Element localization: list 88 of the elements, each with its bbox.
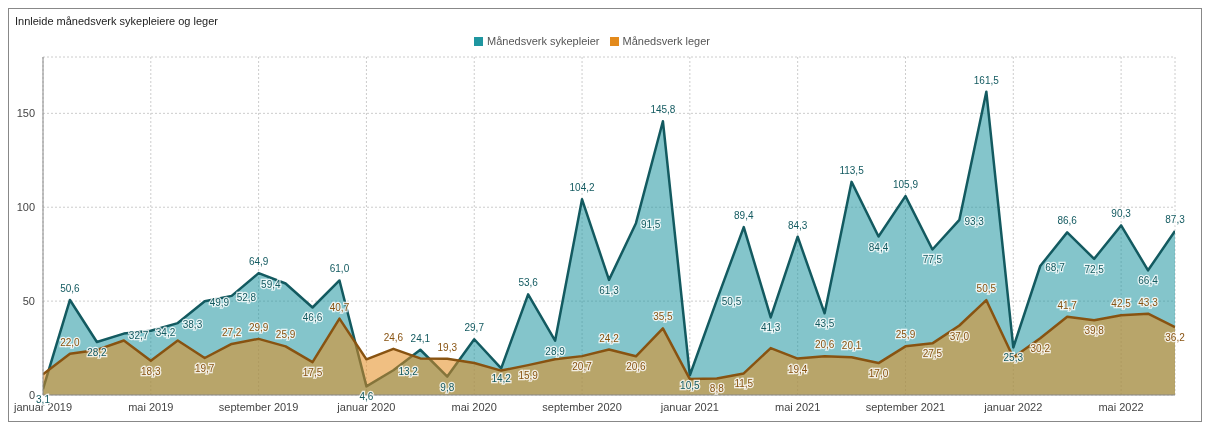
data-label: 52,8: [236, 291, 257, 303]
data-label: 28,9: [545, 345, 566, 357]
data-label: 20,6: [814, 339, 835, 351]
data-label: 64,9: [248, 256, 269, 268]
data-label: 43,3: [1138, 296, 1159, 308]
data-label: 161,5: [973, 74, 1000, 86]
data-label: 77,5: [922, 254, 943, 266]
data-label: 24,1: [410, 332, 431, 344]
data-label: 20,1: [841, 340, 862, 352]
data-label: 19,7: [194, 363, 215, 375]
data-label: 28,2: [87, 347, 108, 359]
x-tick-label: mai 2020: [451, 400, 497, 413]
data-label: 89,4: [734, 210, 754, 222]
data-label: 8,8: [709, 383, 725, 395]
y-tick-label: 0: [28, 388, 35, 401]
legend-label: Månedsverk leger: [621, 35, 710, 47]
data-label: 27,5: [922, 348, 943, 360]
data-label: 18,3: [141, 365, 161, 377]
data-label: 145,8: [650, 104, 676, 116]
data-label: 29,9: [248, 321, 269, 333]
data-label: 13,2: [398, 366, 419, 378]
x-tick-label: september 2021: [865, 400, 946, 413]
data-label: 46,6: [302, 312, 323, 324]
x-tick-label: januar 2022: [983, 400, 1043, 413]
data-label: 29,7: [464, 322, 485, 334]
x-tick-label: januar 2020: [336, 400, 396, 413]
data-label: 20,7: [572, 361, 593, 373]
data-label: 38,3: [182, 319, 203, 331]
data-label: 68,7: [1045, 262, 1066, 273]
data-label: 86,6: [1057, 215, 1078, 227]
legend-label: Månedsverk sykepleier: [486, 35, 600, 47]
data-label: 61,0: [329, 263, 350, 275]
data-label: 17,5: [302, 367, 323, 379]
data-label: 42,5: [1111, 298, 1132, 310]
data-label: 41,7: [1057, 299, 1078, 311]
data-label: 53,6: [518, 277, 539, 289]
data-label: 93,3: [964, 215, 985, 227]
chart-title: Innleide månedsverk sykepleiere og leger: [14, 14, 219, 29]
data-label: 39,8: [1084, 325, 1105, 337]
data-label: 11,5: [734, 378, 754, 390]
data-label: 25,9: [275, 329, 296, 341]
data-label: 24,2: [599, 332, 620, 344]
data-label: 41,3: [760, 322, 781, 334]
data-label: 104,2: [569, 182, 595, 194]
data-label: 17,0: [868, 368, 889, 380]
data-label: 49,9: [209, 297, 230, 309]
data-label: 35,5: [653, 311, 674, 323]
data-label: 91,5: [640, 219, 661, 231]
data-label: 20,6: [626, 361, 647, 373]
data-label: 25,9: [895, 329, 916, 341]
x-tick-label: mai 2019: [128, 400, 174, 413]
data-label: 50,5: [976, 283, 997, 295]
data-label: 15,9: [518, 370, 539, 382]
x-tick-label: mai 2021: [775, 400, 821, 413]
data-label: 30,2: [1030, 343, 1051, 355]
data-label: 61,3: [599, 284, 620, 296]
x-tick-label: september 2020: [542, 400, 622, 413]
data-label: 105,9: [892, 179, 919, 191]
x-tick-label: januar 2021: [659, 400, 719, 413]
data-label: 10,5: [680, 380, 701, 392]
data-label: 27,2: [221, 326, 242, 338]
data-label: 90,3: [1111, 208, 1132, 220]
data-label: 87,3: [1165, 214, 1186, 226]
data-label: 113,5: [839, 164, 865, 176]
data-label: 50,6: [60, 282, 81, 294]
data-label: 34,2: [155, 326, 176, 338]
y-tick-label: 50: [22, 295, 35, 308]
data-label: 84,4: [868, 241, 889, 253]
data-label: 37,0: [949, 330, 970, 342]
data-label: 66,4: [1138, 275, 1159, 287]
data-label: 24,6: [383, 331, 404, 343]
data-label: 72,5: [1084, 263, 1105, 275]
data-label: 50,5: [721, 296, 742, 308]
y-tick-label: 100: [16, 201, 35, 214]
x-tick-label: mai 2022: [1098, 400, 1144, 413]
x-tick-label: september 2019: [218, 400, 299, 413]
data-label: 9,8: [440, 381, 455, 393]
y-tick-label: 150: [16, 107, 35, 120]
data-label: 14,2: [491, 373, 512, 385]
data-label: 22,0: [60, 336, 81, 348]
data-label: 32,7: [128, 329, 149, 341]
data-label: 59,4: [261, 279, 281, 291]
data-label: 19,3: [437, 341, 458, 353]
data-label: 84,3: [787, 219, 808, 231]
data-label: 25,3: [1003, 352, 1024, 364]
data-label: 3,1: [36, 394, 51, 406]
data-label: 43,5: [814, 318, 835, 330]
data-label: 19,4: [787, 363, 808, 375]
